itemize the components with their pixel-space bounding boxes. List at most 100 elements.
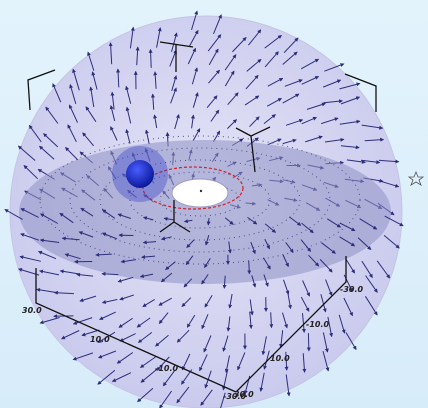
- field-arrow: [125, 128, 131, 144]
- field-arrow: [91, 71, 98, 90]
- field-arrow: [279, 330, 284, 349]
- field-arrow: [82, 132, 94, 147]
- field-arrow: [321, 117, 339, 125]
- axis-tick-label: -10.0: [306, 320, 329, 329]
- field-arrow: [72, 317, 93, 325]
- field-arrow: [109, 105, 116, 122]
- field-arrow: [85, 106, 97, 122]
- field-arrow: [207, 34, 222, 52]
- field-arrow: [321, 242, 336, 254]
- field-arrow: [188, 29, 199, 48]
- field-arrow: [250, 241, 256, 255]
- field-arrow: [305, 135, 323, 143]
- field-arrow: [338, 314, 346, 334]
- field-arrow: [160, 272, 173, 283]
- field-arrow: [283, 279, 290, 295]
- field-arrow: [245, 74, 259, 90]
- field-arrow: [244, 95, 260, 106]
- field-arrow: [39, 317, 60, 325]
- orbit-rings: [39, 135, 361, 265]
- field-arrow: [191, 10, 199, 31]
- field-arrow: [158, 312, 169, 325]
- field-arrow: [323, 99, 343, 104]
- field-arrow: [323, 79, 342, 88]
- field-arrow: [227, 241, 232, 254]
- field-arrow: [153, 71, 158, 89]
- field-arrow: [78, 231, 94, 238]
- field-arrow: [210, 109, 220, 122]
- field-arrow: [204, 258, 211, 269]
- field-arrow: [153, 114, 158, 129]
- field-arrow: [67, 124, 77, 143]
- center-point: [199, 189, 203, 193]
- field-arrow: [264, 223, 277, 233]
- vector-field-front: [4, 207, 404, 289]
- field-arrow: [327, 316, 334, 338]
- field-arrow: [301, 116, 318, 125]
- field-arrow: [364, 137, 385, 142]
- field-arrow: [97, 331, 116, 343]
- field-arrow: [170, 87, 177, 104]
- field-arrow: [186, 239, 195, 248]
- field-arrow: [364, 296, 378, 316]
- field-arrow: [80, 207, 94, 217]
- field-arrow: [339, 82, 361, 90]
- field-arrow: [224, 70, 235, 87]
- field-arrow: [284, 79, 303, 87]
- favorite-icon[interactable]: [407, 170, 425, 186]
- field-arrow: [76, 272, 94, 277]
- field-arrow: [213, 14, 222, 34]
- field-arrow: [259, 372, 265, 392]
- field-arrow: [125, 106, 132, 124]
- orbit-ring: [159, 183, 241, 217]
- axis-frame: [27, 41, 377, 393]
- field-arrow: [192, 92, 199, 108]
- axis-corner: [159, 200, 191, 233]
- field-arrow: [300, 239, 312, 252]
- field-arrow: [129, 26, 135, 49]
- field-arrow: [20, 233, 39, 241]
- field-arrow: [101, 209, 116, 219]
- orbit-ring: [129, 171, 271, 229]
- field-arrow: [40, 213, 59, 224]
- field-arrow: [232, 37, 247, 53]
- field-arrow: [301, 222, 314, 234]
- field-arrow: [340, 96, 361, 105]
- field-arrow: [111, 372, 132, 382]
- field-arrow: [222, 335, 229, 352]
- field-arrow: [19, 255, 41, 262]
- field-arrow: [359, 218, 378, 230]
- field-arrow: [176, 329, 190, 343]
- field-arrow: [269, 312, 274, 329]
- field-arrow: [72, 68, 80, 91]
- orbit-ring: [69, 147, 331, 253]
- field-arrow: [87, 51, 95, 71]
- field-arrow: [251, 275, 257, 288]
- field-arrow: [263, 274, 269, 287]
- field-arrow: [263, 114, 276, 124]
- field-arrow: [97, 369, 116, 385]
- field-arrow: [346, 159, 366, 164]
- field-arrow: [204, 234, 210, 246]
- field-arrow: [263, 350, 270, 370]
- field-arrow: [199, 354, 208, 372]
- field-arrow: [52, 83, 62, 103]
- field-arrow: [72, 352, 94, 361]
- axis-corner: [159, 41, 194, 72]
- field-arrow: [324, 137, 345, 143]
- field-arrow: [191, 67, 199, 85]
- field-arrow: [139, 356, 156, 368]
- field-arrow: [185, 255, 194, 266]
- field-arrow: [99, 311, 116, 320]
- field-arrow: [282, 312, 288, 329]
- field-arrow: [285, 118, 304, 126]
- field-arrow: [59, 212, 74, 224]
- field-arrow: [39, 145, 55, 160]
- field-arrow: [247, 260, 252, 275]
- field-arrow: [200, 389, 213, 406]
- axis-tick-label: -30.0: [223, 392, 246, 401]
- field-arrow: [319, 259, 333, 273]
- field-arrow: [144, 129, 150, 145]
- field-arrow: [248, 29, 262, 46]
- field-arrow: [174, 114, 180, 130]
